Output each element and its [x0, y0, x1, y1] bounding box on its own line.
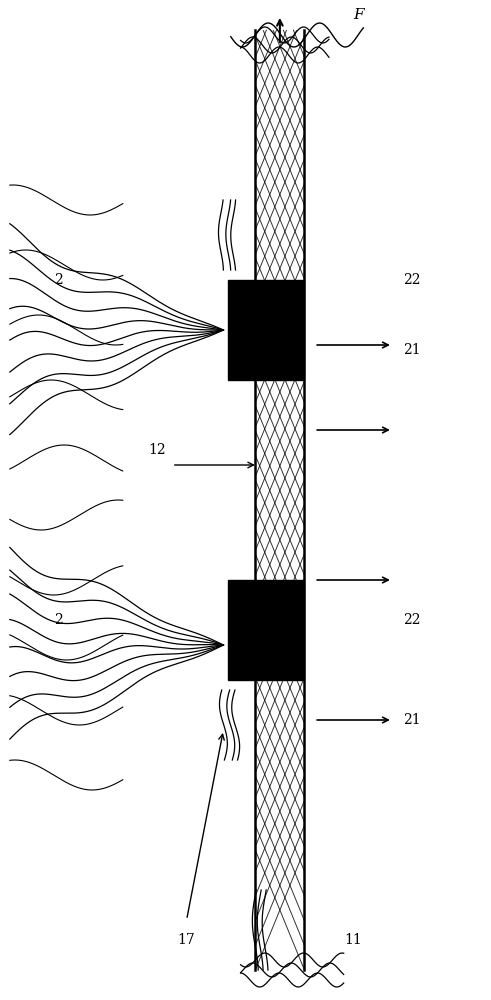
Bar [255, 580, 304, 680]
Bar [255, 280, 304, 380]
Text: 2: 2 [55, 273, 63, 287]
Text: 21: 21 [403, 343, 420, 357]
Text: 12: 12 [148, 443, 166, 457]
Text: 21: 21 [403, 713, 420, 727]
Text: 2: 2 [55, 613, 63, 627]
Text: 22: 22 [403, 273, 420, 287]
Text: 17: 17 [178, 933, 195, 947]
Bar [228, 580, 255, 680]
Text: 22: 22 [403, 613, 420, 627]
Bar [228, 280, 255, 380]
Text: 11: 11 [345, 933, 362, 947]
Text: F: F [354, 8, 364, 22]
